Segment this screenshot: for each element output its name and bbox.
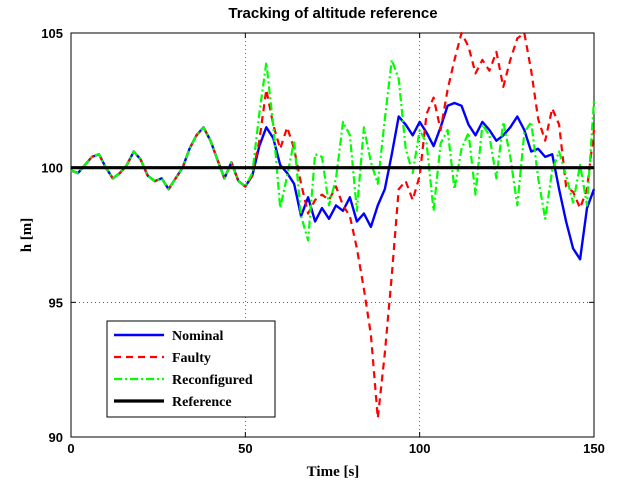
chart-title: Tracking of altitude reference	[228, 5, 437, 22]
plot-frame	[70, 32, 595, 438]
series-line-reconfigured	[70, 58, 596, 242]
legend-label-reconfigured: Reconfigured	[172, 373, 253, 388]
x-tick-label: 50	[238, 441, 252, 456]
legend: Nominal Faulty Reconfigured Reference	[106, 320, 276, 418]
y-tick-label: 105	[41, 26, 63, 41]
series-line-faulty	[70, 31, 596, 420]
x-tick-label: 0	[67, 441, 74, 456]
y-axis-label: h [m]	[19, 218, 35, 253]
x-tick-label: 100	[409, 441, 431, 456]
legend-label-faulty: Faulty	[172, 351, 211, 366]
legend-label-nominal: Nominal	[172, 329, 223, 344]
y-tick-label: 90	[49, 430, 63, 445]
x-axis-label: Time [s]	[307, 464, 360, 480]
legend-label-reference: Reference	[172, 395, 232, 410]
x-tick-label: 150	[583, 441, 605, 456]
y-tick-label: 100	[41, 161, 63, 176]
y-tick-label: 95	[49, 295, 63, 310]
series-lines	[70, 31, 596, 420]
